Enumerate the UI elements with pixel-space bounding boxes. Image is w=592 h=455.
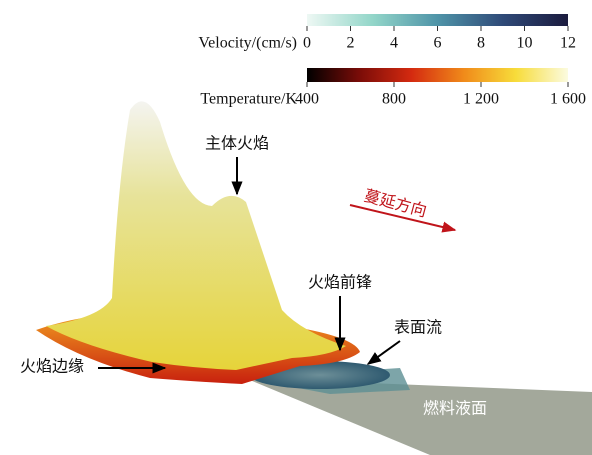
colorbar bbox=[307, 14, 568, 26]
colorbar-tick-label: 4 bbox=[390, 35, 398, 52]
colorbar-tick-label: 1 600 bbox=[550, 91, 586, 108]
colorbar-tick-label: 12 bbox=[560, 35, 576, 52]
surface-flow-label: 表面流 bbox=[394, 319, 442, 337]
colorbar-title: Temperature/K bbox=[200, 91, 297, 108]
colorbar-title: Velocity/(cm/s) bbox=[198, 35, 297, 52]
main-flame-shape bbox=[46, 101, 346, 370]
colorbar-tick-label: 0 bbox=[303, 35, 311, 52]
colorbar-tick-label: 1 200 bbox=[463, 91, 499, 108]
colorbar-tick-label: 400 bbox=[295, 91, 319, 108]
colorbar-tick-label: 8 bbox=[477, 35, 485, 52]
arrow bbox=[368, 341, 400, 364]
fuel-surface bbox=[245, 378, 592, 455]
colorbar-tick-label: 2 bbox=[347, 35, 355, 52]
figure: 主体火焰 蔓延方向 火焰前锋 表面流 火焰边缘 燃料液面 Velocity/(c… bbox=[0, 0, 592, 455]
colorbar-tick-label: 6 bbox=[434, 35, 442, 52]
flame-edge-label: 火焰边缘 bbox=[20, 358, 84, 376]
main-flame-label: 主体火焰 bbox=[205, 135, 269, 153]
fuel-surface-label: 燃料液面 bbox=[423, 400, 487, 418]
colorbar bbox=[307, 68, 568, 82]
colorbar-tick-label: 800 bbox=[382, 91, 406, 108]
colorbar-tick-label: 10 bbox=[517, 35, 533, 52]
flame-front-label: 火焰前锋 bbox=[308, 274, 372, 292]
